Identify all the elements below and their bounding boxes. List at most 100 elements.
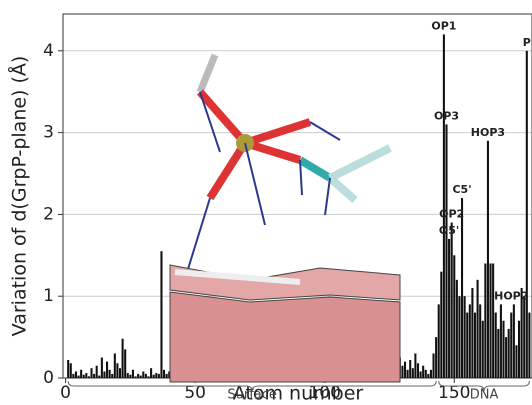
arrow xyxy=(310,122,340,140)
bar xyxy=(103,371,105,378)
bar xyxy=(456,280,458,378)
bar xyxy=(111,374,113,378)
bar xyxy=(515,345,517,378)
annotation: C5' xyxy=(452,183,471,196)
bar xyxy=(160,251,162,378)
bar xyxy=(440,272,442,378)
bar xyxy=(469,304,471,378)
region-label: Surface xyxy=(227,388,277,403)
bar xyxy=(479,304,481,378)
bar xyxy=(72,374,74,378)
bar xyxy=(430,370,432,378)
bar xyxy=(155,373,157,378)
bar xyxy=(502,321,504,378)
bar xyxy=(142,371,144,378)
bar xyxy=(505,337,507,378)
bond xyxy=(330,178,355,200)
bar xyxy=(124,349,126,378)
y-tick-label: 4 xyxy=(43,41,54,61)
bar xyxy=(420,371,422,378)
bar xyxy=(432,353,434,378)
bar xyxy=(119,368,121,378)
bar xyxy=(474,313,476,378)
bar xyxy=(150,368,152,378)
bar xyxy=(513,304,515,378)
bar xyxy=(127,373,129,378)
bar xyxy=(80,370,82,378)
bond xyxy=(330,148,390,178)
bond xyxy=(200,92,245,143)
bar xyxy=(477,280,479,378)
bar xyxy=(466,313,468,378)
bar xyxy=(90,368,92,378)
annotation: HOP2 xyxy=(494,289,528,302)
bar xyxy=(116,363,118,378)
bar xyxy=(526,51,528,378)
bar xyxy=(407,370,409,378)
region-label: DNA xyxy=(470,388,499,403)
bar xyxy=(417,363,419,378)
inset-structure xyxy=(170,55,400,382)
bar xyxy=(500,304,502,378)
annotation: OP2 xyxy=(439,208,464,221)
annotation: P xyxy=(523,36,531,49)
bond xyxy=(300,160,330,178)
bar xyxy=(518,321,520,378)
bar xyxy=(109,370,111,378)
bar xyxy=(158,374,160,378)
bar xyxy=(458,296,460,378)
bar xyxy=(508,329,510,378)
bar xyxy=(528,313,530,378)
bar xyxy=(453,255,455,378)
bar xyxy=(96,366,98,378)
bar xyxy=(490,263,492,378)
bar xyxy=(140,376,142,378)
bar xyxy=(445,124,447,378)
arrow xyxy=(245,143,265,225)
bar xyxy=(85,373,87,378)
bar xyxy=(438,304,440,378)
bar xyxy=(67,360,69,378)
bar xyxy=(122,339,124,378)
bar xyxy=(114,353,116,378)
bar xyxy=(83,375,85,378)
bar xyxy=(78,376,80,378)
bar xyxy=(492,263,494,378)
bar xyxy=(425,370,427,378)
annotation: HOP3 xyxy=(471,126,505,139)
bar xyxy=(135,376,137,378)
bar xyxy=(451,223,453,378)
y-tick-label: 3 xyxy=(43,123,54,143)
y-tick-label: 1 xyxy=(43,286,54,306)
x-tick-label: 0 xyxy=(60,383,71,403)
bar xyxy=(147,376,149,378)
bar xyxy=(495,313,497,378)
annotation: OP3 xyxy=(434,109,459,122)
bar xyxy=(101,358,103,378)
surface-slab xyxy=(170,292,400,382)
bar xyxy=(132,370,134,378)
bar xyxy=(422,366,424,378)
bar xyxy=(471,288,473,378)
bar xyxy=(93,374,95,378)
bar xyxy=(106,362,108,378)
bar xyxy=(163,370,165,378)
bar xyxy=(412,368,414,378)
arrow xyxy=(325,178,330,215)
annotation: O5' xyxy=(439,224,459,237)
bar xyxy=(461,198,463,378)
y-tick-label: 2 xyxy=(43,204,54,224)
bar xyxy=(129,375,131,378)
bar xyxy=(409,360,411,378)
bar xyxy=(448,239,450,378)
bar xyxy=(482,321,484,378)
bar xyxy=(75,371,77,378)
bar xyxy=(484,263,486,378)
bar xyxy=(523,296,525,378)
bar xyxy=(401,366,403,378)
bar xyxy=(70,363,72,378)
bond xyxy=(210,143,245,198)
bar xyxy=(443,34,445,378)
bar xyxy=(464,296,466,378)
bar xyxy=(487,141,489,378)
